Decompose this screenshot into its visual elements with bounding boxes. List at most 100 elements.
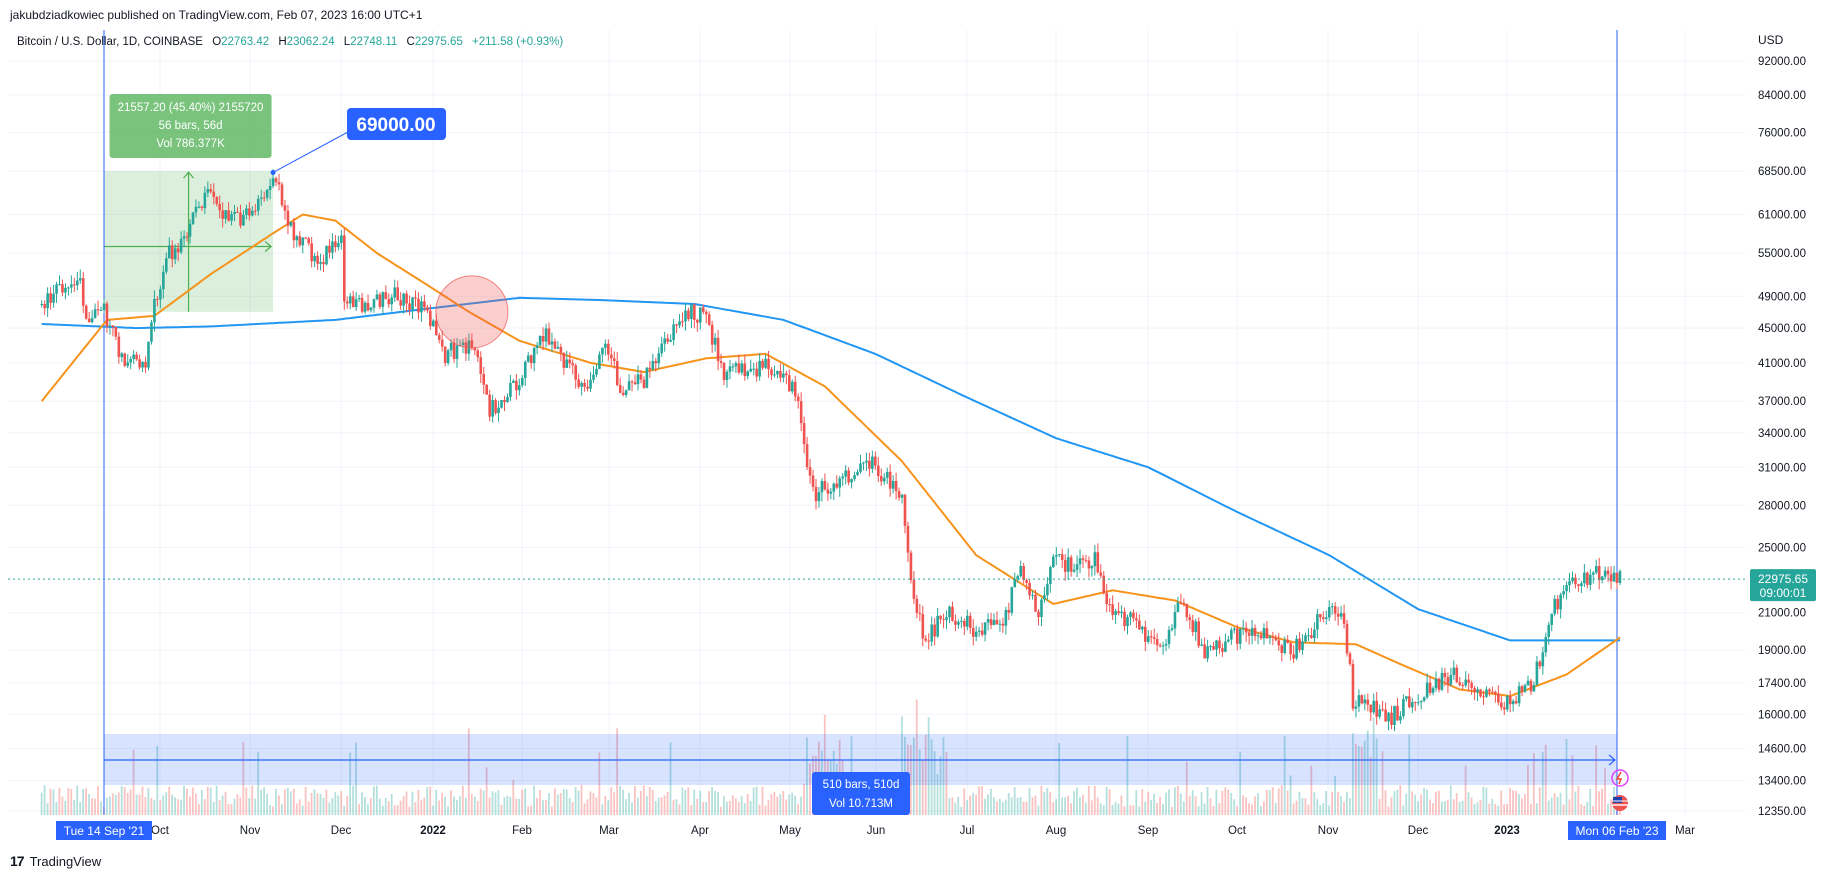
tradingview-brand[interactable]: 17 TradingView [10,853,101,869]
candle-body [363,302,367,312]
candle-body [1464,679,1467,686]
volume-bar [616,728,619,815]
candle-body [764,358,767,368]
candle-body [271,178,275,186]
date-range-annotation[interactable] [103,30,1618,815]
volume-bar [915,699,918,815]
volume-bar [1479,799,1482,815]
volume-bar [358,804,360,815]
volume-bar [111,793,114,815]
measure-annotation[interactable] [104,171,274,312]
measure-label[interactable]: 21557.20 (45.40%) 2155720 56 bars, 56d V… [109,94,272,158]
candle-body [933,624,936,637]
x-tick-label: Jun [867,825,886,837]
candle-body [209,189,213,192]
volume-bar [990,788,992,815]
candle-body [518,385,521,391]
candle-body [553,341,557,349]
x-tick-label: Dec [331,825,352,837]
candle-body [387,299,391,305]
flag-icon[interactable] [1612,795,1628,811]
candle-body [1001,623,1005,626]
volume-bar [714,790,716,815]
volume-bar [767,799,770,815]
volume-bar [444,796,446,815]
candle-body [1351,663,1355,709]
candle-body [983,622,987,635]
volume-bar [159,800,162,815]
volume-bar [619,785,621,815]
candle-body [411,297,414,310]
candle-body [559,347,563,353]
measure-label-line3: Vol 786.377K [156,138,225,150]
candle-body [657,353,661,364]
candle-body [1517,686,1521,704]
candle-body [1241,627,1245,629]
candle-body [755,368,758,377]
x-tick-label: Sep [1138,825,1158,837]
candle-body [298,236,302,246]
time-axis[interactable]: Oct Nov Dec 2022 Feb Mar Apr May Jun Jul Aug Sep Oct… [151,825,1695,837]
volume-bar [1363,740,1366,815]
legend-change: +211.58 (+0.93%) [472,36,563,48]
volume-bar [1010,797,1013,815]
measure-label-line2: 56 bars, 56d [159,120,223,132]
volume-bar [1402,805,1405,815]
candle-body [636,374,640,385]
volume-bar [1518,794,1520,815]
volume-bar [1322,803,1325,815]
volume-bar [1586,801,1589,815]
candle-body [998,623,1002,625]
candle-body [574,365,577,380]
volume-bar [76,785,79,815]
candle-body [476,350,480,358]
volume-bar [660,797,663,815]
price-axis[interactable]: 92000.00 84000.00 76000.00 68500.00 61000.00… [1758,56,1806,818]
candle-body [1126,616,1129,627]
candle-body [1123,611,1126,627]
candle-body [1221,648,1224,652]
candle-body [624,390,628,395]
candle-body [1342,613,1346,624]
volume-bar [545,800,547,815]
candle-body [1384,709,1387,722]
volume-bar [278,795,280,815]
volume-bar [1446,799,1449,815]
volume-bar [1607,804,1609,815]
volume-bar [328,802,331,815]
candle-body [690,304,693,319]
range-label[interactable]: 510 bars, 510d Vol 10.713M [812,772,910,815]
volume-bar [1099,803,1102,815]
price-callout[interactable]: 69000.00 [270,108,446,175]
candle-body [452,342,456,359]
candle-body [811,475,815,487]
candle-body [259,197,263,199]
candle-body [512,380,515,383]
volume-bar [1236,806,1239,815]
volume-bar [55,801,58,815]
volume-bar [1117,803,1120,815]
volume-bar [1280,785,1283,815]
candle-body [1057,554,1061,556]
volume-bar [224,791,227,815]
volume-bar [669,742,672,815]
volume-bar [702,802,705,815]
candle-body [84,305,88,319]
start-date-badge[interactable]: Tue 14 Sep '21 [56,821,152,840]
candle-body [1066,557,1070,572]
candle-body [233,211,236,214]
volume-bar [1343,801,1345,815]
candle-body [1437,678,1441,690]
candle-body [102,303,106,311]
candle-body [1378,709,1381,717]
end-date-badge[interactable]: Mon 06 Feb '23 [1568,821,1666,840]
candle-body [1348,653,1352,664]
candle-body [785,373,788,376]
candle-body [70,284,73,288]
alert-icon[interactable] [1611,769,1629,787]
volume-bar [761,786,764,815]
volume-bar [995,801,998,815]
candle-body [645,367,649,388]
crossover-circle[interactable] [435,275,509,349]
